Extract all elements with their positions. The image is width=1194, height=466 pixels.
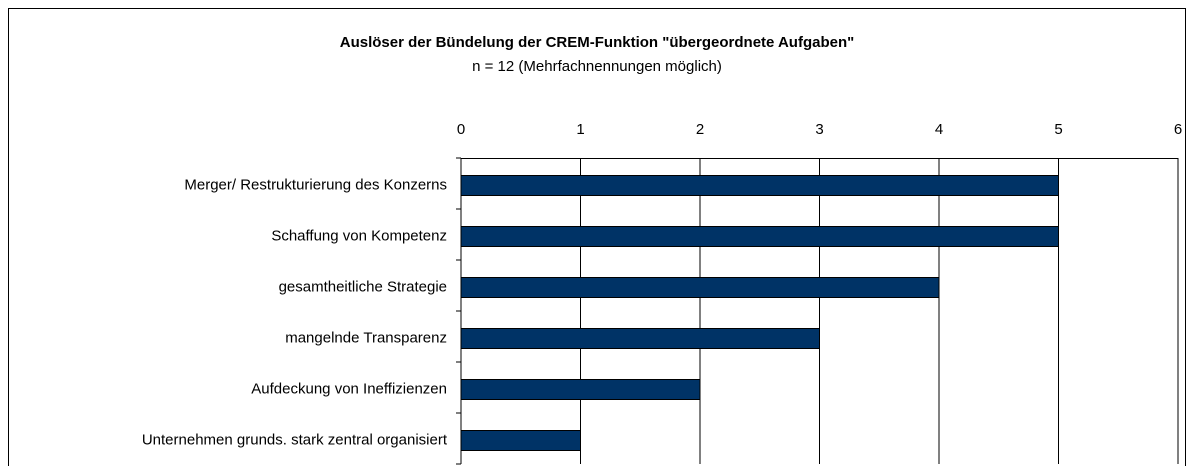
x-tick-label: 3 [815,121,823,138]
x-tick-label: 4 [935,121,943,138]
y-tick-label: Schaffung von Kompetenz [271,227,447,244]
x-tick-label: 0 [457,121,465,138]
bar [460,430,581,451]
x-tick-label: 1 [576,121,584,138]
chart-subtitle: n = 12 (Mehrfachnennungen möglich) [472,58,722,75]
bar [460,379,701,400]
bar [460,226,1059,247]
y-tick-label: Aufdeckung von Ineffizienzen [251,380,447,397]
chart-title: Auslöser der Bündelung der CREM-Funktion… [340,34,855,51]
x-tick-label: 2 [696,121,704,138]
y-tick-label: gesamtheitliche Strategie [279,278,447,295]
bar [460,175,1059,196]
y-tick-label: Unternehmen grunds. stark zentral organi… [142,431,448,448]
x-tick-label: 5 [1054,121,1062,138]
x-tick-label: 6 [1174,121,1182,138]
bar [460,277,940,298]
bar [460,328,820,349]
y-tick-label: Merger/ Restrukturierung des Konzerns [184,176,447,193]
y-tick-label: mangelnde Transparenz [285,329,447,346]
